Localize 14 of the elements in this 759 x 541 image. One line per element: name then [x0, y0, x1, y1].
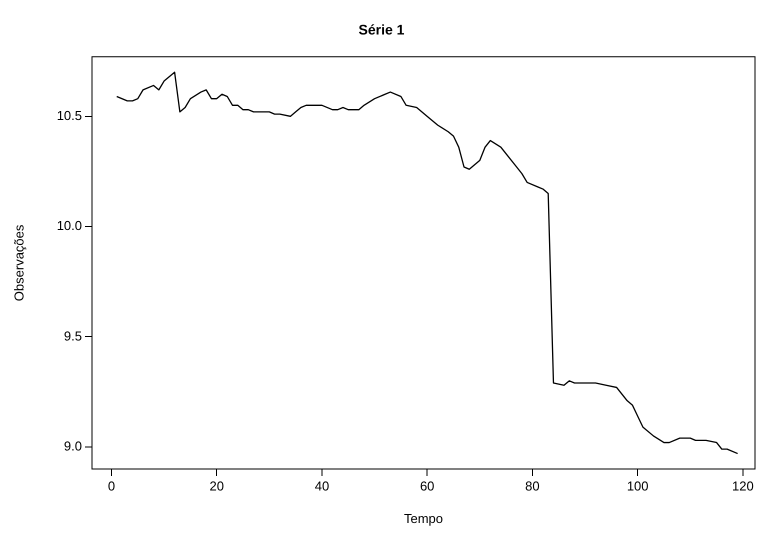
x-tick-label: 120: [732, 478, 754, 494]
x-tick-label: 0: [108, 478, 116, 494]
y-tick-label: 9.5: [64, 328, 82, 344]
x-tick-label: 40: [314, 478, 330, 494]
y-tick-label: 10.0: [56, 218, 82, 234]
x-tick-label: 20: [209, 478, 224, 494]
x-tick-label: 100: [626, 478, 649, 494]
y-axis-title: Observações: [11, 224, 26, 302]
x-axis-title: Tempo: [404, 510, 444, 526]
chart-title: Série 1: [358, 21, 405, 38]
y-tick-label: 10.5: [56, 108, 82, 123]
x-tick-label: 60: [420, 478, 434, 494]
y-tick-label: 9.0: [64, 438, 82, 454]
x-tick-label: 80: [525, 478, 540, 494]
